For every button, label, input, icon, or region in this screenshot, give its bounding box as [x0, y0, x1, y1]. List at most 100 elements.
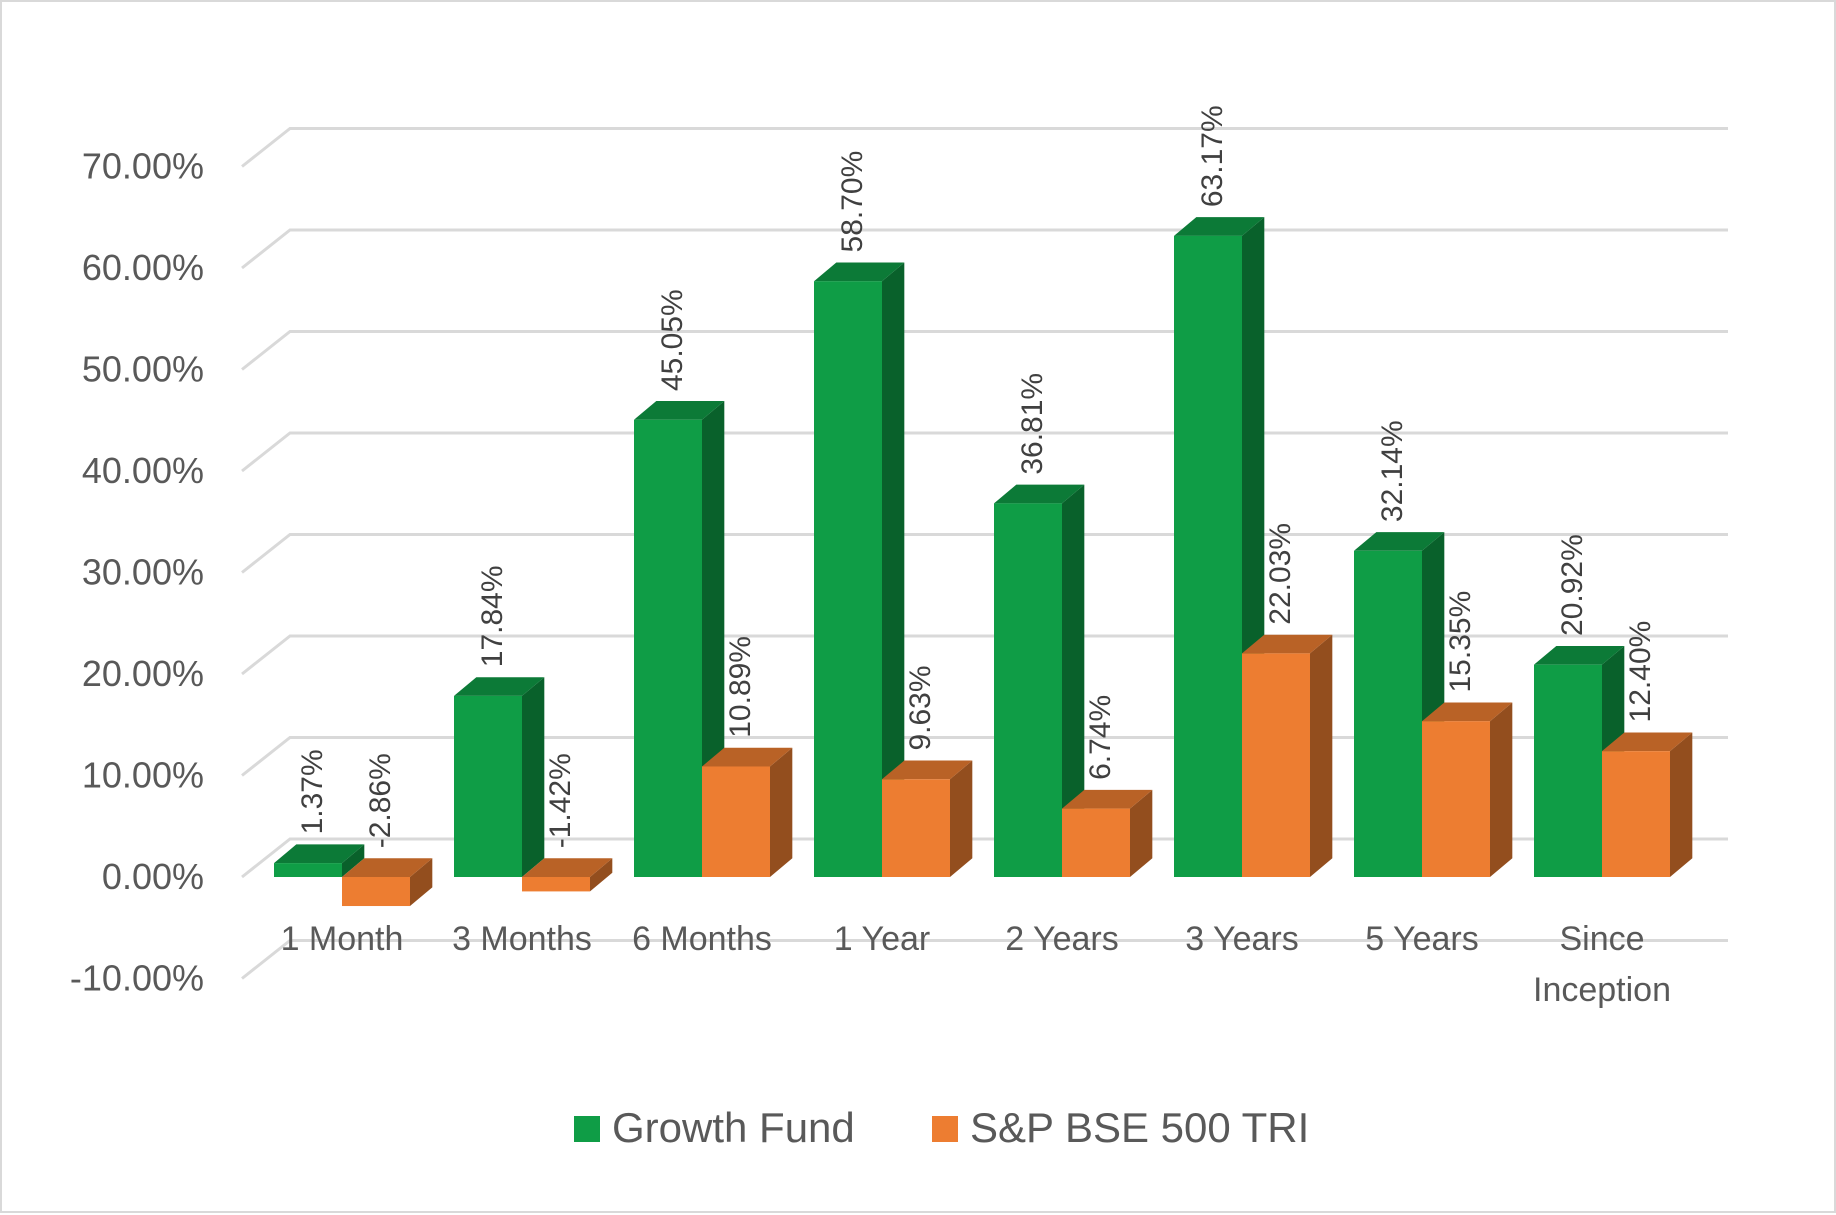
bar-front: [1422, 721, 1490, 877]
bar-top: [1062, 789, 1153, 809]
x-tick-label: 1 Month: [281, 920, 404, 958]
y-tick-label: 20.00%: [82, 653, 204, 694]
bar: [1602, 732, 1693, 877]
data-label: 36.81%: [1016, 373, 1049, 475]
y-tick-label: 60.00%: [82, 247, 204, 288]
bar-side: [590, 858, 613, 892]
data-label: 9.63%: [904, 665, 937, 750]
bar: [994, 484, 1085, 877]
data-label: 1.37%: [296, 749, 329, 834]
bar: [274, 844, 365, 877]
bar-top: [1354, 532, 1445, 551]
y-tick-label: 40.00%: [82, 450, 204, 491]
gridline: [241, 127, 1728, 168]
y-tick-label: 50.00%: [82, 349, 204, 390]
x-tick-label: 1 Year: [834, 920, 930, 958]
legend-swatch: [932, 1116, 958, 1142]
data-label: 63.17%: [1196, 105, 1229, 207]
y-tick-label: 70.00%: [82, 146, 204, 187]
bar-front: [634, 419, 702, 877]
bar-front: [1534, 664, 1602, 877]
data-label: 32.14%: [1376, 420, 1409, 522]
bar-front: [1354, 550, 1422, 877]
data-label: 10.89%: [724, 636, 757, 738]
bar-side: [1310, 634, 1333, 877]
bar: [1422, 702, 1513, 877]
bar-front: [1242, 653, 1310, 877]
bar: [882, 760, 973, 877]
y-tick-label: -10.00%: [70, 958, 204, 999]
legend-item: S&P BSE 500 TRI: [932, 1104, 1309, 1151]
legend-label: S&P BSE 500 TRI: [970, 1104, 1309, 1151]
bar-side: [882, 262, 905, 877]
bar-front: [814, 281, 882, 877]
bar-front: [1602, 751, 1670, 877]
y-axis-ticks: -10.00% 0.00% 10.00% 20.00% 30.00% 40.00% 50.0…: [70, 146, 204, 999]
bar-front: [522, 877, 590, 892]
data-label: 58.70%: [836, 151, 869, 253]
x-tick-label: 3 Months: [452, 920, 592, 958]
bar-top: [994, 484, 1085, 504]
bar: [814, 262, 905, 877]
legend-item: Growth Fund: [574, 1104, 855, 1151]
x-tick-label: 6 Months: [632, 920, 772, 958]
bars: [274, 217, 1693, 907]
legend: Growth Fund S&P BSE 500 TRI: [574, 1104, 1309, 1151]
bar-top: [702, 747, 793, 767]
bar-front: [342, 877, 410, 907]
legend-label: Growth Fund: [612, 1104, 855, 1151]
bar-side: [522, 677, 545, 877]
data-label: -1.42%: [544, 753, 577, 848]
bar-front: [274, 863, 342, 877]
x-tick-label: 2 Years: [1005, 920, 1118, 958]
gridline: [241, 330, 1728, 371]
bar: [1242, 634, 1333, 877]
bar-side: [1490, 702, 1513, 877]
bar-side: [950, 760, 973, 877]
gridlines: [241, 127, 1728, 980]
bar-top: [1422, 702, 1513, 722]
data-label: -2.86%: [364, 753, 397, 848]
data-label: 12.40%: [1624, 621, 1657, 723]
x-tick-label: 5 Years: [1365, 920, 1478, 958]
gridline: [241, 939, 1728, 980]
bar-side: [1130, 789, 1153, 877]
bar-side: [770, 747, 793, 877]
bar-top: [814, 262, 905, 282]
bar: [454, 677, 545, 877]
y-tick-label: 30.00%: [82, 552, 204, 593]
bar-side: [410, 858, 433, 907]
data-label: 45.05%: [656, 289, 689, 391]
gridline: [241, 634, 1728, 676]
bar-front: [1062, 808, 1130, 877]
bar-side: [1062, 484, 1085, 877]
y-tick-label: 0.00%: [102, 856, 204, 897]
data-label: 20.92%: [1556, 534, 1589, 636]
bar-top: [1602, 732, 1693, 752]
bar-top: [454, 677, 545, 696]
bar-side: [342, 844, 365, 877]
gridline: [241, 533, 1728, 574]
bar-top: [522, 858, 613, 877]
bar-top: [274, 844, 365, 864]
bar-top: [1242, 634, 1333, 654]
gridline: [241, 228, 1728, 270]
legend-swatch: [574, 1116, 600, 1142]
bar-side: [1670, 732, 1693, 877]
data-label: 6.74%: [1084, 695, 1117, 780]
y-tick-label: 10.00%: [82, 755, 204, 796]
gridline: [241, 431, 1728, 473]
bar-front: [994, 503, 1062, 877]
bar-front: [702, 766, 770, 877]
bar-front: [454, 695, 522, 877]
data-label: 15.35%: [1444, 591, 1477, 693]
data-label: 22.03%: [1264, 523, 1297, 625]
bar-top: [1174, 217, 1265, 236]
bar: [522, 858, 613, 892]
bar: [702, 747, 793, 877]
bar: [1062, 789, 1153, 877]
bar-front: [882, 779, 950, 877]
data-label: 17.84%: [476, 565, 509, 667]
